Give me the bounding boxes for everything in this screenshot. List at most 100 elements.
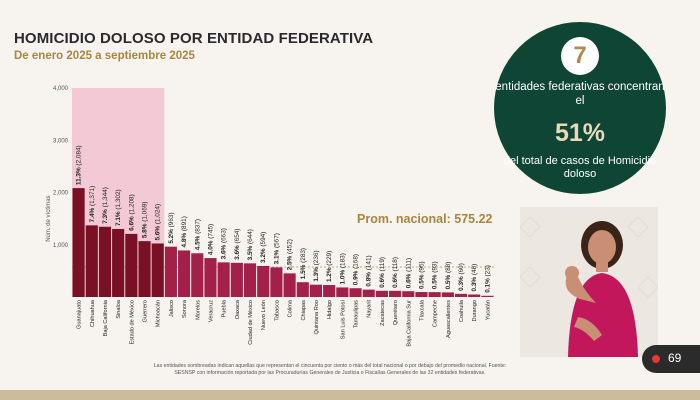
viewer-count: 69 — [668, 351, 682, 365]
category-label: Tamaulipas — [354, 300, 360, 328]
y-tick-label: 2,000 — [53, 191, 69, 197]
bar-value-label: 3.6% (663) — [221, 228, 228, 259]
bar-value-label: 1.5% (283) — [300, 248, 307, 279]
page-title: HOMICIDIO DOLOSO POR ENTIDAD FEDERATIVA — [14, 30, 374, 47]
bar — [323, 285, 336, 297]
bar-value-label: 5.8% (1,069) — [142, 202, 149, 239]
bar — [309, 284, 323, 297]
bar — [164, 246, 177, 297]
category-label: Tlaxcala — [419, 299, 425, 321]
category-label: Quintana Roo — [314, 300, 320, 335]
bar — [428, 292, 441, 297]
bar — [257, 265, 270, 297]
bar-value-label: 5.2% (963) — [168, 212, 175, 243]
bar-value-label: 7.1% (1,302) — [115, 189, 122, 226]
bar-value-label: 7.4% (1,371) — [89, 186, 96, 223]
category-label: Yucatán — [485, 300, 491, 320]
bar — [375, 290, 388, 297]
bar-value-label: 7.3% (1,344) — [102, 187, 109, 224]
bar-value-label: 1.0% (183) — [339, 253, 346, 284]
bar-value-label: 1.2% (229) — [326, 251, 333, 282]
category-label: Estado de México — [129, 300, 135, 344]
category-label: Campeche — [433, 300, 439, 327]
bar — [204, 258, 217, 297]
bar-value-label: 6.6% (1,208) — [128, 194, 135, 231]
bar — [98, 226, 112, 297]
category-label: Colima — [288, 299, 294, 317]
bar — [191, 253, 204, 297]
category-label: Veracruz — [208, 300, 214, 322]
bar — [151, 243, 164, 297]
category-label: Baja California — [103, 299, 109, 336]
bar — [125, 233, 138, 297]
bar — [454, 293, 468, 297]
bar — [336, 287, 349, 297]
badge-percent: 51% — [554, 119, 606, 147]
category-label: Oaxaca — [235, 299, 241, 319]
bar — [283, 273, 296, 297]
bar — [349, 288, 362, 297]
bar — [389, 290, 402, 297]
category-label: Guanajuato — [77, 300, 83, 329]
bar-value-label: 0.6% (118) — [392, 257, 399, 288]
category-label: Sinaloa — [116, 299, 122, 319]
bar — [72, 188, 85, 297]
bar-value-label: 2.5% (452) — [287, 239, 294, 270]
category-label: Baja California Sur — [406, 300, 412, 347]
bar-value-label: 3.6% (654) — [234, 229, 241, 260]
bar-value-label: 3.2% (594) — [260, 232, 267, 263]
bar-value-label: 0.6% (111) — [405, 258, 412, 288]
category-label: Zacatecas — [380, 300, 386, 326]
bar-value-label: 0.3% (48) — [471, 264, 478, 292]
bar-value-label: 4.5% (837) — [194, 219, 201, 250]
bar-value-label: 4.0% (745) — [207, 224, 214, 255]
category-label: Nayarit — [367, 300, 373, 318]
y-tick-label: 4,000 — [53, 86, 69, 92]
bar — [230, 262, 243, 297]
bar — [85, 225, 98, 297]
category-label: Jalisco — [169, 300, 175, 317]
bar — [138, 241, 151, 297]
bar — [217, 262, 230, 297]
category-label: Querétaro — [393, 300, 399, 325]
bar — [468, 294, 481, 297]
bar — [362, 289, 375, 297]
national-average-label: Prom. nacional: 575.22 — [357, 212, 493, 226]
bar — [402, 291, 415, 297]
bar-value-label: 5.6% (1,024) — [155, 204, 162, 241]
chart-footnote: Las entidades sombreadas indican aquella… — [153, 363, 507, 376]
bar — [270, 267, 283, 297]
bar — [415, 292, 428, 297]
bar — [296, 282, 309, 297]
category-label: San Luis Potosí — [340, 300, 346, 340]
category-label: Coahuila — [459, 299, 465, 322]
y-axis-label: Núm. de víctimas — [46, 195, 52, 241]
bar-value-label: 0.1% (23) — [484, 265, 491, 293]
bar-value-label: 0.5% (88) — [445, 262, 452, 290]
badge-line2: del total de casos de Homicidio doloso — [503, 155, 657, 180]
bar-value-label: 3.1% (567) — [273, 233, 280, 264]
live-indicator[interactable]: 69 — [642, 345, 700, 373]
category-label: Aguascalientes — [446, 300, 452, 338]
summary-badge: 7 entidades federativas concentran el 51… — [494, 22, 666, 194]
category-label: Guerrero — [143, 300, 149, 322]
category-label: Morelos — [195, 300, 201, 320]
bar-value-label: 0.5% (93) — [432, 261, 439, 289]
bar-value-label: 3.5% (644) — [247, 229, 254, 260]
sign-language-interpreter-video — [520, 207, 658, 357]
category-label: Chiapas — [301, 300, 307, 321]
category-label: Puebla — [222, 299, 228, 317]
bar-value-label: 0.5% (95) — [418, 261, 425, 289]
bar — [441, 292, 454, 297]
bottom-bar — [0, 390, 700, 400]
badge-line1: entidades federativas concentran el — [495, 81, 665, 107]
bar-value-label: 0.8% (141) — [366, 255, 373, 286]
category-label: Ciudad de México — [248, 300, 254, 345]
category-label: Chihuahua — [90, 299, 96, 327]
bar-value-label: 0.9% (168) — [353, 254, 360, 285]
category-label: Michoacán — [156, 300, 162, 327]
bar-value-label: 1.3% (236) — [313, 250, 320, 281]
bar — [112, 228, 125, 297]
bar-value-label: 0.3% (60) — [458, 263, 465, 291]
